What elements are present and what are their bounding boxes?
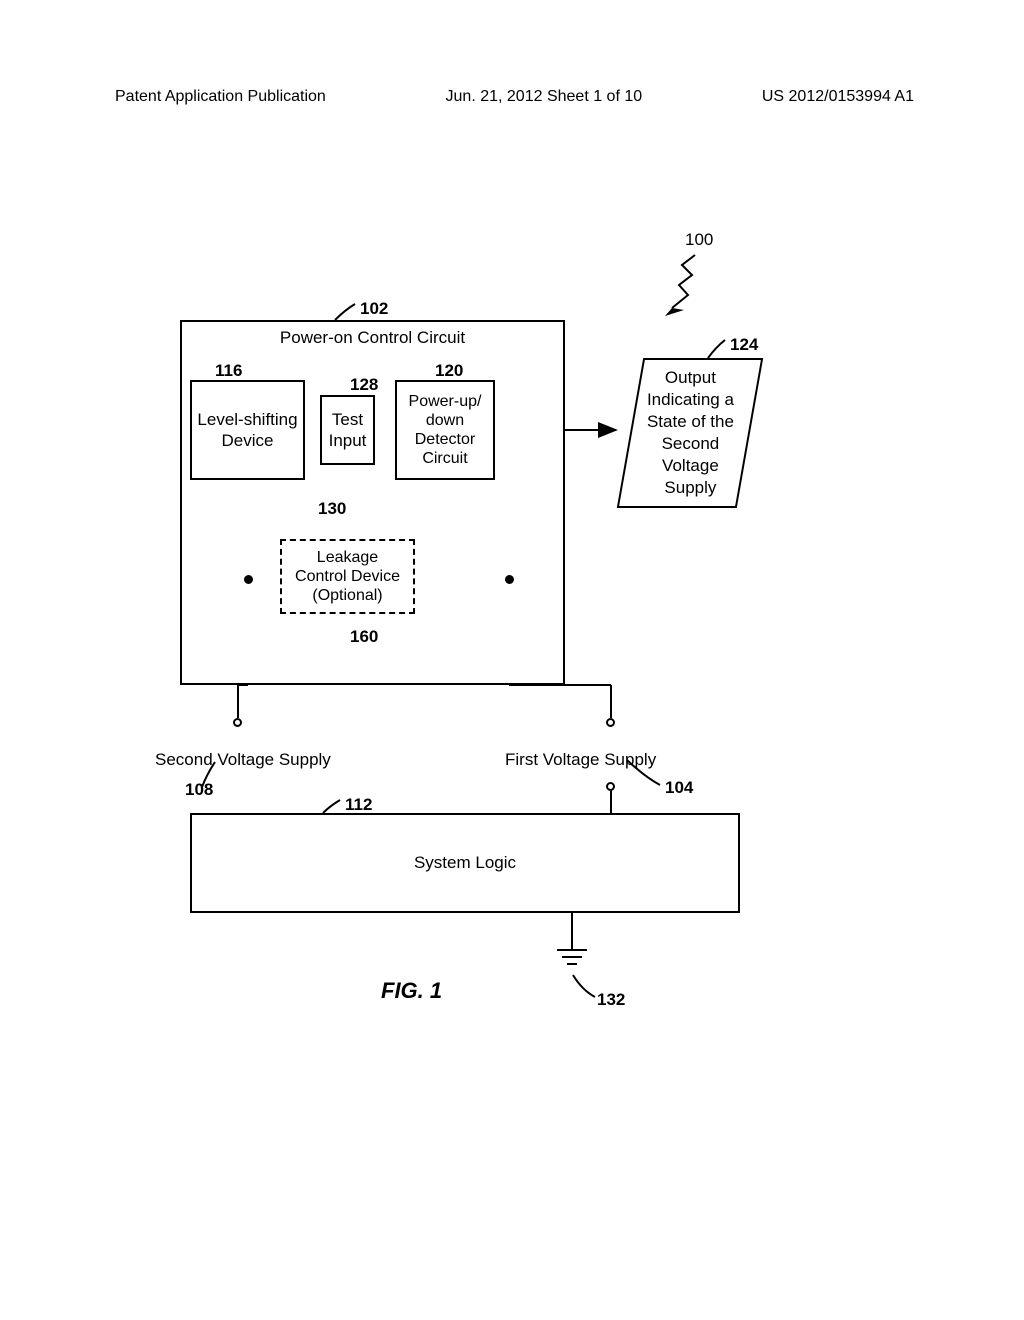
header-right: US 2012/0153994 A1 xyxy=(762,88,914,106)
leakage-control-box: Leakage Control Device (Optional) xyxy=(280,539,415,614)
terminal-second-voltage xyxy=(233,718,242,727)
ref-120: 120 xyxy=(435,361,463,381)
ref-104: 104 xyxy=(665,778,693,798)
header-center: Jun. 21, 2012 Sheet 1 of 10 xyxy=(446,88,643,106)
test-input-text: Test Input xyxy=(329,409,367,452)
ref-102: 102 xyxy=(360,299,388,319)
figure-label: FIG. 1 xyxy=(381,978,442,1004)
ref-130: 130 xyxy=(318,499,346,519)
output-state-text: Output Indicating a State of the Second … xyxy=(647,368,734,497)
test-input-box: Test Input xyxy=(320,395,375,465)
header-left: Patent Application Publication xyxy=(115,88,326,106)
ref-100: 100 xyxy=(685,230,713,250)
ref-132: 132 xyxy=(597,990,625,1010)
terminal-first-voltage-upper xyxy=(606,718,615,727)
ref-128: 128 xyxy=(350,375,378,395)
ref-116: 116 xyxy=(215,361,242,381)
detector-text: Power-up/ down Detector Circuit xyxy=(409,392,482,469)
ref-112: 112 xyxy=(345,795,372,815)
ref-160: 160 xyxy=(350,627,378,647)
ref-108: 108 xyxy=(185,780,213,800)
detector-box: Power-up/ down Detector Circuit xyxy=(395,380,495,480)
junction-right xyxy=(505,575,514,584)
junction-left xyxy=(244,575,253,584)
figure-diagram: Power-on Control Circuit Level-shifting … xyxy=(0,200,1024,1100)
system-logic-text: System Logic xyxy=(414,853,516,873)
power-on-control-circuit-title: Power-on Control Circuit xyxy=(280,328,465,348)
leakage-control-text: Leakage Control Device (Optional) xyxy=(295,548,400,606)
first-voltage-supply-label: First Voltage Supply xyxy=(505,750,656,770)
level-shifting-device-text: Level-shifting Device xyxy=(197,409,297,452)
second-voltage-supply-label: Second Voltage Supply xyxy=(155,750,331,770)
page-header: Patent Application Publication Jun. 21, … xyxy=(0,88,1024,106)
system-logic-box: System Logic xyxy=(190,813,740,913)
terminal-first-voltage-lower xyxy=(606,782,615,791)
ref-124: 124 xyxy=(730,335,758,355)
level-shifting-device-box: Level-shifting Device xyxy=(190,380,305,480)
